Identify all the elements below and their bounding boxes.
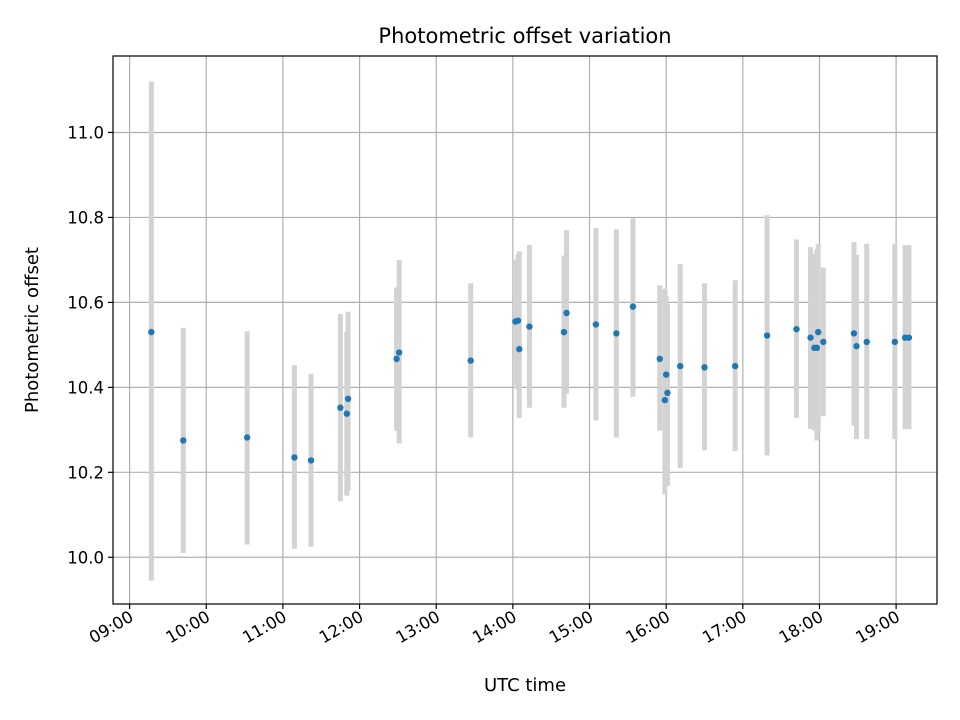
- plot-frame: [112, 55, 938, 605]
- y-tick-label: 10.8: [67, 208, 104, 227]
- data-point: [337, 404, 344, 411]
- data-point: [661, 396, 669, 404]
- y-tick-label: 10.6: [67, 293, 104, 312]
- data-point: [813, 344, 821, 352]
- data-point: [467, 357, 474, 364]
- data-point: [701, 364, 708, 371]
- data-point: [307, 457, 315, 464]
- data-point: [560, 328, 568, 336]
- data-point: [793, 325, 800, 333]
- data-point: [291, 454, 298, 461]
- data-point: [514, 317, 522, 324]
- data-points: [148, 303, 913, 464]
- data-point: [629, 303, 637, 310]
- data-point: [243, 434, 251, 441]
- x-axis-label: UTC time: [484, 675, 566, 696]
- data-point: [180, 437, 187, 444]
- data-point: [905, 334, 913, 341]
- data-point: [664, 389, 671, 397]
- data-point: [763, 332, 771, 339]
- data-point: [820, 338, 827, 346]
- data-point: [563, 309, 570, 317]
- y-tick-label: 10.4: [67, 378, 104, 397]
- data-point: [393, 355, 400, 363]
- data-point: [656, 355, 663, 363]
- data-point: [677, 362, 684, 370]
- y-tick-label: 10.2: [67, 463, 104, 482]
- data-point: [516, 345, 523, 353]
- y-axis-ticks: 10.0 10.2 10.4 10.6 10.8 11.0: [67, 123, 113, 567]
- data-point: [344, 395, 352, 403]
- data-point: [395, 349, 403, 356]
- data-point: [891, 338, 899, 346]
- data-point: [853, 342, 860, 350]
- data-point: [814, 328, 822, 336]
- data-point: [807, 334, 814, 341]
- data-point: [731, 362, 739, 370]
- y-tick-label: 11.0: [67, 123, 104, 142]
- data-point: [343, 410, 350, 417]
- data-point: [662, 371, 670, 378]
- data-point: [850, 330, 858, 337]
- data-point: [592, 321, 600, 328]
- data-point: [863, 338, 870, 346]
- y-axis-label: Photometric offset: [22, 247, 43, 413]
- data-point: [148, 328, 155, 336]
- data-point: [613, 330, 620, 337]
- data-point: [526, 323, 533, 330]
- y-tick-label: 10.0: [67, 548, 104, 567]
- chart-title: Photometric offset variation: [378, 24, 671, 48]
